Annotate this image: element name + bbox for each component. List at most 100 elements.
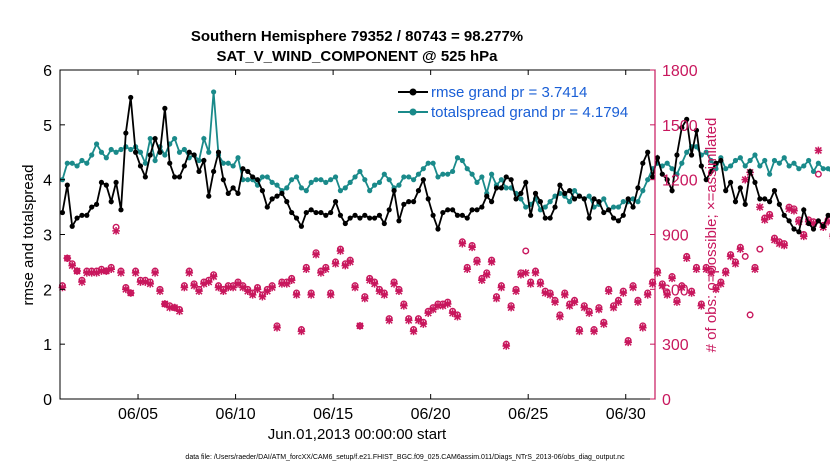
obs-assimilated-point: [390, 280, 398, 288]
rmse-point: [89, 204, 95, 210]
totalspread-point: [645, 177, 651, 183]
totalspread-point: [786, 163, 792, 169]
totalspread-point: [815, 160, 821, 166]
totalspread-point: [113, 149, 119, 155]
rmse-point: [464, 215, 470, 221]
obs-assimilated-point: [317, 269, 325, 277]
obs-assimilated-point: [429, 305, 437, 314]
rmse-point: [142, 174, 148, 180]
rmse-point: [820, 223, 826, 229]
rmse-point: [420, 177, 426, 183]
rmse-point: [454, 212, 461, 218]
obs-assimilated-point: [736, 245, 745, 253]
totalspread-point: [181, 146, 187, 153]
rmse-point: [396, 218, 402, 224]
rmse-point: [240, 166, 246, 172]
obs-assimilated-point: [731, 259, 740, 268]
rmse-point: [718, 157, 724, 164]
x-tick-label: 06/20: [411, 406, 451, 423]
totalspread-point: [172, 135, 178, 142]
rmse-point: [567, 188, 573, 194]
x-tick-label: 06/15: [313, 406, 353, 423]
totalspread-point: [342, 185, 348, 191]
obs-assimilated-point: [536, 280, 545, 288]
obs-assimilated-point: [795, 217, 803, 226]
obs-assimilated-point: [209, 272, 218, 281]
rmse-point: [347, 215, 353, 221]
rmse-point: [128, 94, 134, 101]
obs-assimilated-point: [590, 327, 598, 336]
obs-assimilated-point: [624, 338, 632, 347]
rmse-point: [220, 177, 226, 183]
obs-assimilated-point: [643, 291, 652, 299]
rmse-point: [98, 179, 105, 186]
legend-box: [394, 78, 650, 124]
obs-assimilated-point: [824, 217, 830, 226]
totalspread-point: [801, 163, 807, 169]
rmse-point: [552, 204, 558, 210]
totalspread-point: [752, 152, 758, 158]
obs-assimilated-point: [346, 258, 354, 266]
obs-assimilated-point: [356, 322, 364, 330]
rmse-point: [269, 196, 275, 202]
chart-title-line1: Southern Hemisphere 79352 / 80743 = 98.2…: [191, 28, 523, 45]
obs-assimilated-point: [156, 287, 164, 295]
rmse-point: [518, 190, 524, 196]
rmse-point: [801, 207, 807, 213]
obs-assimilated-point: [482, 270, 491, 279]
rmse-point: [69, 223, 75, 229]
obs-assimilated-point: [268, 283, 276, 292]
totalspread-point: [235, 155, 241, 161]
totalspread-point: [684, 149, 690, 155]
totalspread-point: [601, 196, 607, 202]
chart-title-line2: SAT_V_WIND_COMPONENT @ 525 hPa: [216, 48, 498, 65]
obs-assimilated-point: [775, 239, 784, 248]
rmse-point: [206, 193, 212, 199]
totalspread-point: [357, 168, 363, 175]
obs-assimilated-point: [453, 312, 462, 321]
obs-possible-point: [522, 247, 530, 255]
totalspread-point: [430, 160, 436, 166]
obs-assimilated-point: [414, 316, 423, 325]
rmse-point: [635, 185, 641, 191]
rmse-point: [376, 212, 383, 218]
totalspread-point: [401, 174, 407, 180]
totalspread-point: [523, 204, 529, 210]
totalspread-point: [771, 157, 778, 164]
obs-assimilated-point: [580, 303, 589, 312]
obs-assimilated-point: [658, 281, 667, 290]
y-tick-label-left: 6: [43, 63, 52, 80]
rmse-point: [537, 199, 543, 205]
totalspread-point: [571, 188, 578, 194]
rmse-point: [532, 190, 539, 196]
rmse-point: [708, 168, 714, 175]
rmse-point: [401, 201, 407, 207]
totalspread-point: [757, 163, 763, 169]
plot-area: [60, 70, 655, 399]
y-tick-label-right: 1200: [662, 173, 698, 190]
totalspread-point: [547, 199, 553, 205]
obs-assimilated-point: [141, 278, 150, 286]
obs-assimilated-point: [243, 287, 252, 295]
rmse-point: [684, 116, 690, 122]
obs-assimilated-point: [73, 267, 81, 275]
rmse-point: [732, 199, 739, 205]
totalspread-point: [108, 146, 114, 153]
obs-assimilated-point: [682, 254, 691, 263]
y-tick-label-right: 300: [662, 337, 689, 354]
legend: rmse grand pr = 3.7414 totalspread grand…: [394, 78, 650, 124]
obs-assimilated-point: [190, 281, 198, 290]
obs-assimilated-point: [468, 243, 476, 252]
totalspread-point: [791, 160, 797, 166]
rmse-point: [406, 199, 412, 205]
obs-assimilated-point: [439, 301, 447, 310]
totalspread-point: [737, 155, 743, 161]
totalspread-point: [762, 157, 768, 164]
x-axis-label: Jun.01,2013 00:00:00 start: [268, 426, 447, 443]
y-tick-label-right: 900: [662, 228, 689, 245]
obs-assimilated-point: [463, 265, 472, 274]
totalspread-point: [474, 179, 480, 186]
rmse-point: [293, 215, 300, 221]
obs-assimilated-point: [556, 312, 564, 321]
totalspread-point: [84, 160, 90, 166]
